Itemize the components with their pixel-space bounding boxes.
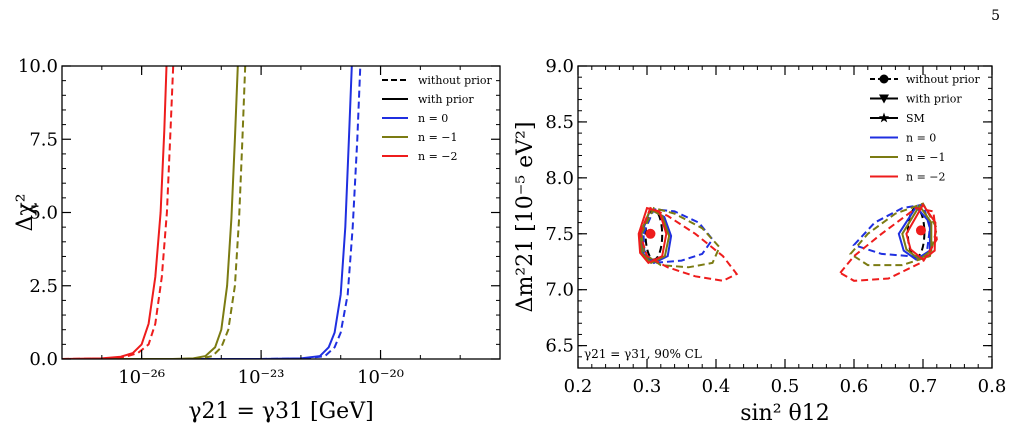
best-fit-point [645,228,656,239]
contour-6 [639,206,739,282]
left-y-tick-label: 7.5 [29,129,58,150]
page-number: 5 [991,8,1000,24]
right-y-tick-label: 8.5 [545,112,574,133]
series-line-3 [62,66,247,359]
right-y-tick-label: 9.0 [545,56,574,77]
right-legend: without prior with prior SM n = 0 n = −1 n = … [870,73,981,184]
legend-marker-circle [879,74,889,84]
legend-label: n = −2 [418,150,458,163]
right-x-tick-label: 0.5 [771,376,800,397]
left-x-tick-label: 10⁻²⁶ [118,367,165,388]
right-contours-group [637,202,938,282]
left-x-axis-label: γ21 = γ31 [GeV] [188,399,373,424]
left-x-tick-label: 10⁻²⁰ [357,367,404,388]
legend-label: n = −2 [906,171,946,184]
contour-10 [848,202,938,267]
contour-8 [852,203,931,258]
contour-13 [905,202,937,261]
contour-11 [901,203,933,261]
series-line-4 [62,66,168,359]
series-line-0 [62,66,353,359]
left-y-tick-label: 5.0 [29,203,58,224]
left-y-tick-label: 2.5 [29,276,58,297]
right-x-tick-label: 0.8 [978,376,1007,397]
left-y-axis-label: Δχ² [13,193,38,231]
legend-label: n = 0 [906,132,936,145]
contour-7 [637,206,668,265]
right-x-axis-label: sin² θ12 [740,401,830,426]
left-series-group [62,66,362,359]
legend-marker-star [878,112,890,123]
legend-label: n = −1 [418,131,458,144]
best-fit-point [915,225,926,236]
right-y-tick-label: 7.0 [545,280,574,301]
left-chart: 10⁻²⁶ 10⁻²³ 10⁻²⁰ 0.0 2.5 5.0 7.5 10.0 γ21 = γ31… [13,56,501,424]
contour-4 [640,206,721,269]
right-y-tick-label: 7.5 [545,224,574,245]
legend-marker-triangle [879,94,889,104]
right-y-tick-label: 8.0 [545,168,574,189]
series-line-1 [62,66,362,359]
left-y-tick-label: 0.0 [29,349,58,370]
right-chart: 0.2 0.3 0.4 0.5 0.6 0.7 0.8 6.5 7.0 7.5 8.0 8.5 9.0 s… [513,56,1006,426]
series-line-5 [62,66,175,359]
left-y-tick-label: 10.0 [18,56,58,77]
right-x-tick-label: 0.4 [702,376,731,397]
right-x-tick-label: 0.3 [633,376,662,397]
left-x-tick-label: 10⁻²³ [238,367,285,388]
right-x-tick-label: 0.6 [840,376,869,397]
right-y-axis-label: Δm²21 [10⁻⁵ eV²] [513,122,538,313]
contour-12 [838,207,938,282]
legend-label: SM [906,112,925,125]
right-y-tick-label: 6.5 [545,336,574,357]
legend-label: n = −1 [906,151,946,164]
legend-label: with prior [906,93,962,106]
legend-label: with prior [418,93,474,106]
legend-label: without prior [418,74,493,87]
legend-label: n = 0 [418,112,448,125]
right-x-tick-label: 0.2 [564,376,593,397]
left-legend: without prior with prior n = 0 n = −1 n = −2 [382,74,493,163]
legend-label: without prior [906,73,981,86]
left-frame [61,65,501,360]
right-annotation: γ21 = γ31, 90% CL [584,347,702,361]
right-x-tick-label: 0.7 [909,376,938,397]
